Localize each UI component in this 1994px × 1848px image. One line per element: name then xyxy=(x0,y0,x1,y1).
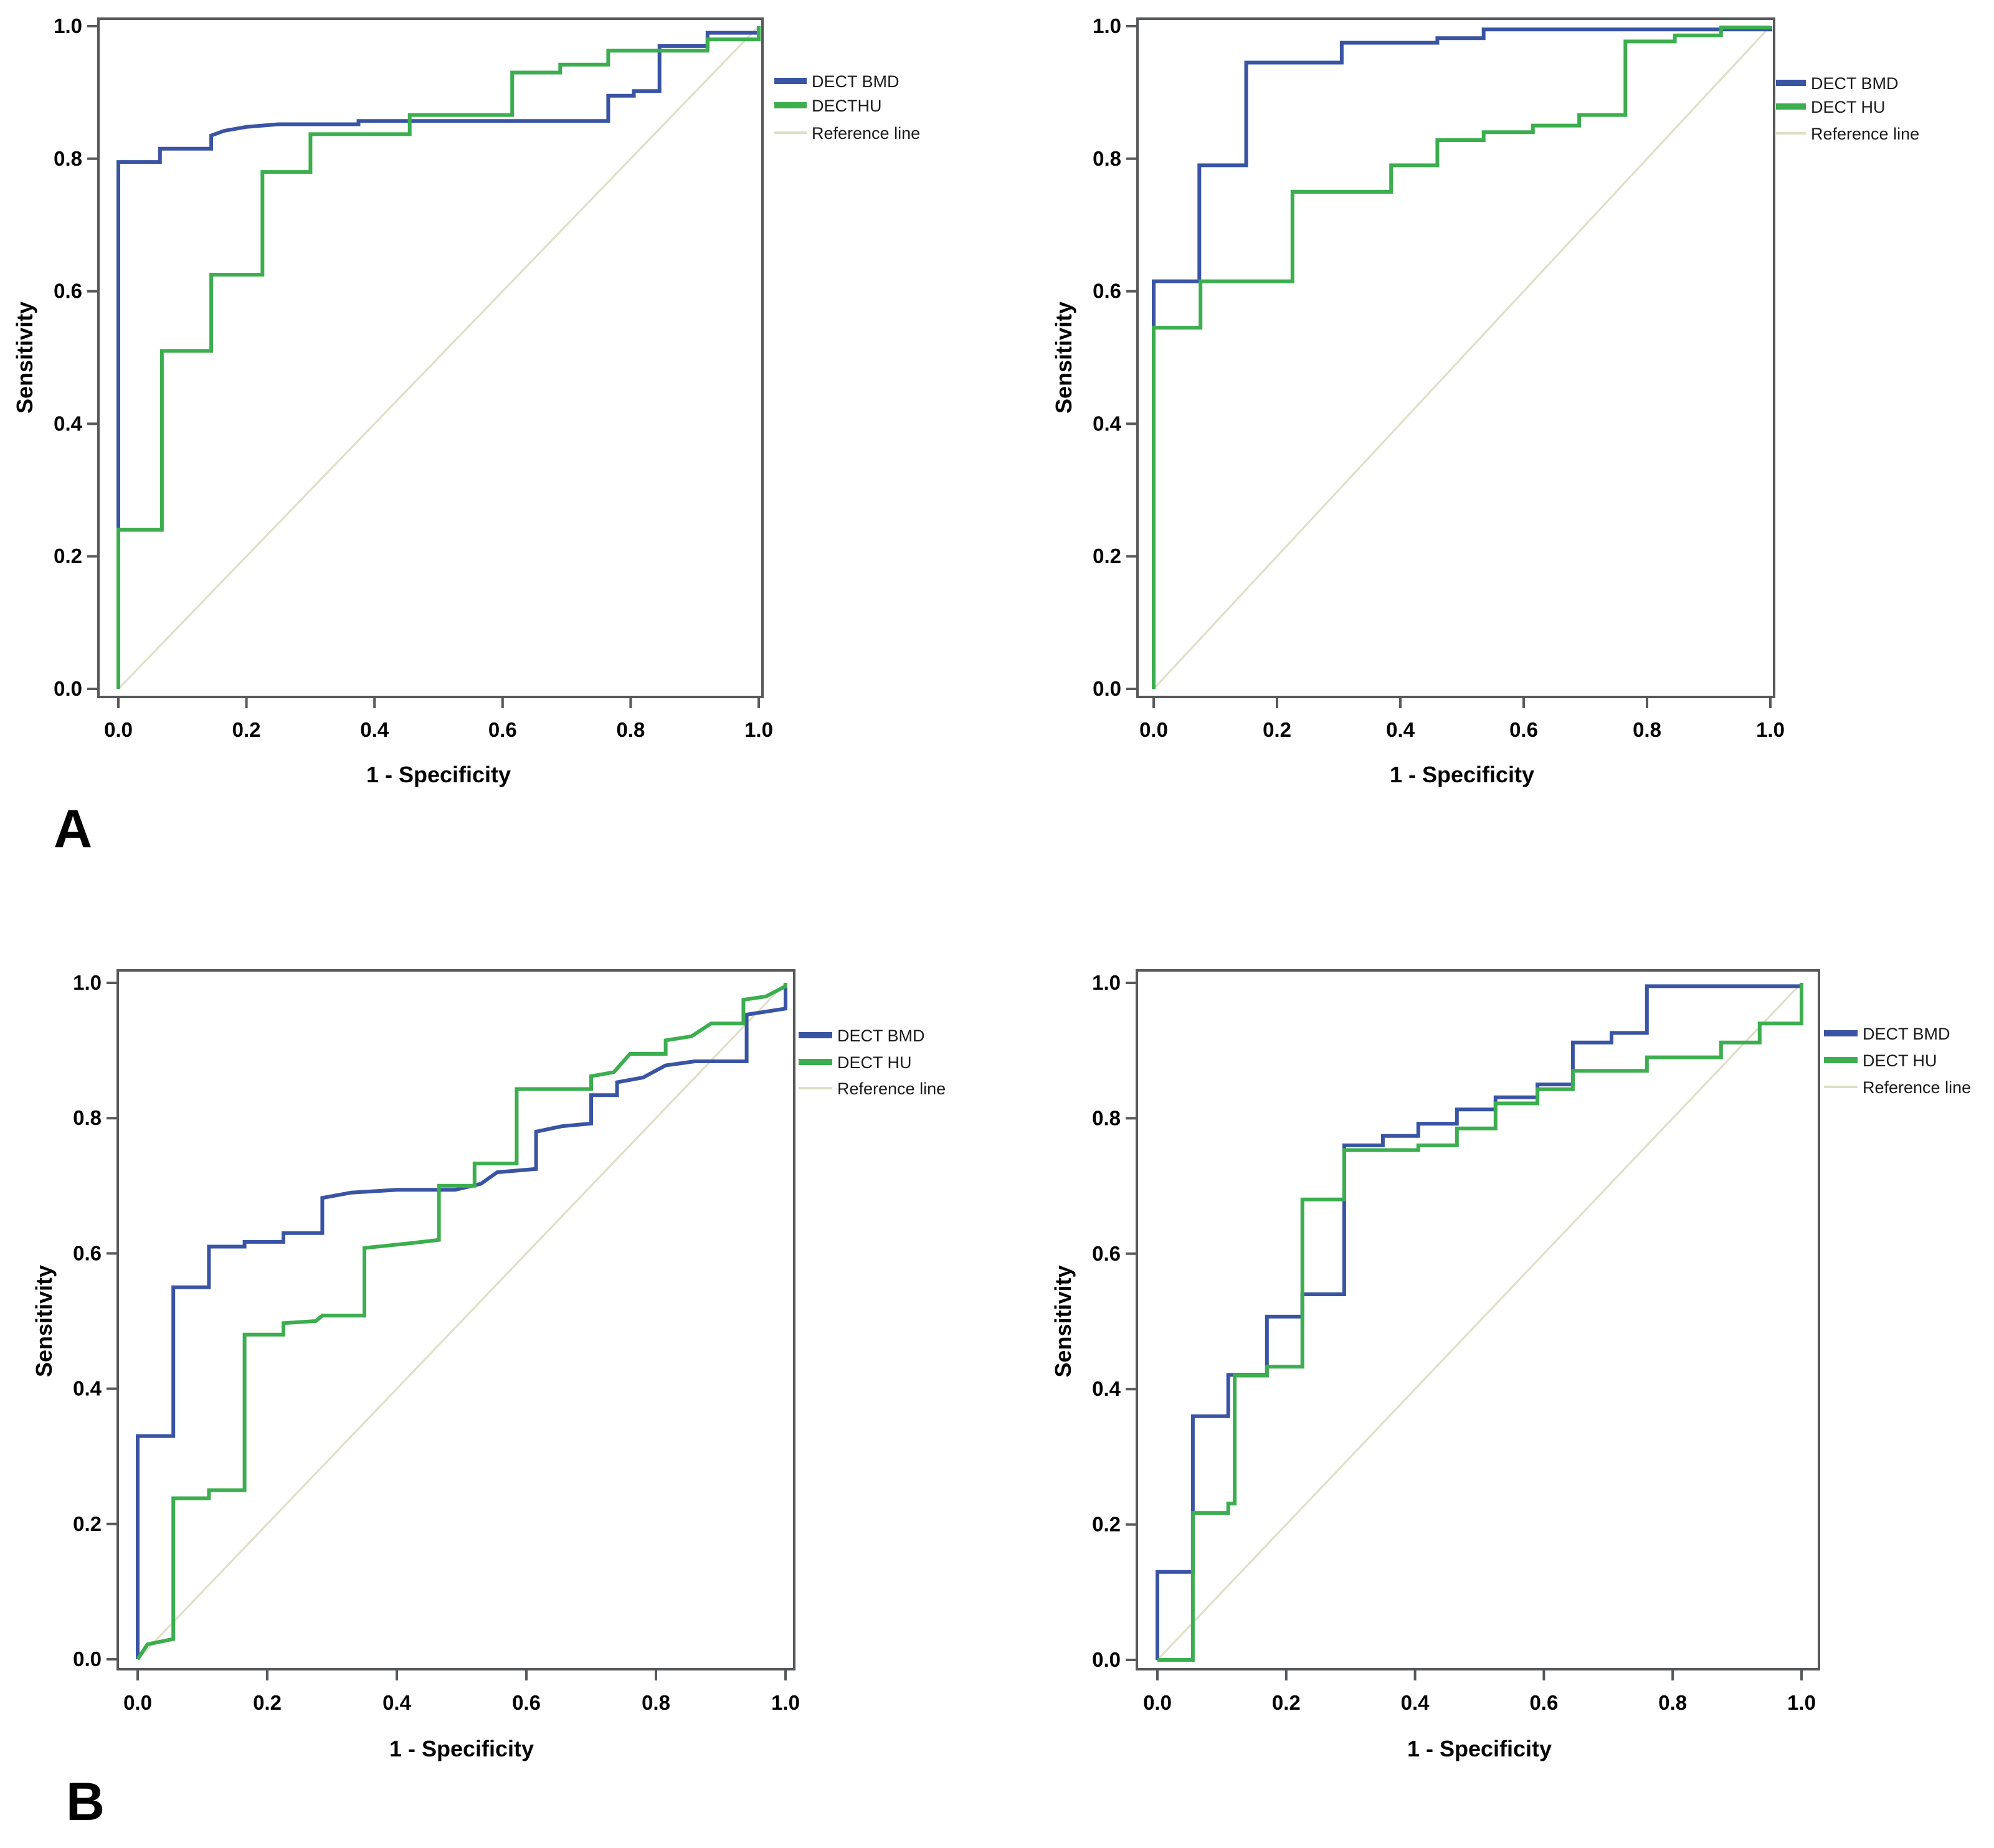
y-tick-label: 0.0 xyxy=(1093,677,1121,700)
reference-line xyxy=(1152,25,1772,690)
legend: DECT BMD DECT HU Reference line xyxy=(799,1026,946,1098)
y-tick-label: 0.8 xyxy=(73,1106,102,1129)
y-axis-title: Sensitivity xyxy=(31,1265,57,1377)
legend-label-reference-line: Reference line xyxy=(1863,1078,1971,1097)
x-tick-label: 0.0 xyxy=(104,718,133,741)
x-axis-title: 1 - Specificity xyxy=(366,762,511,787)
y-tick-label: 0.4 xyxy=(73,1377,102,1400)
series-line-dect-hu xyxy=(136,983,787,1661)
legend: DECT BMD DECTHU Reference line xyxy=(774,72,920,143)
plot-frame xyxy=(1136,969,1820,1670)
plot-frame xyxy=(97,17,764,698)
y-tick-label: 0.2 xyxy=(1092,1513,1121,1536)
x-axis-title: 1 - Specificity xyxy=(1390,762,1534,787)
x-tick-label: 0.6 xyxy=(512,1691,541,1714)
y-tick-label: 1.0 xyxy=(54,14,82,37)
legend-label-decthu: DECTHU xyxy=(812,97,882,115)
legend-label-dect-bmd: DECT BMD xyxy=(1863,1025,1950,1043)
x-tick-label: 0.0 xyxy=(1139,718,1168,741)
series-line-dect-bmd xyxy=(1156,983,1803,1660)
y-tick-label: 0.2 xyxy=(1093,544,1121,567)
y-axis-title: Sensitivity xyxy=(12,301,37,414)
reference-line xyxy=(1156,982,1803,1661)
x-tick-label: 0.4 xyxy=(360,718,389,741)
y-tick-label: 0.4 xyxy=(1093,412,1122,435)
legend-label-dect-hu: DECT HU xyxy=(837,1053,912,1072)
x-tick-label: 0.2 xyxy=(232,718,261,741)
x-tick-label: 0.2 xyxy=(1272,1691,1301,1714)
x-tick-label: 0.8 xyxy=(616,718,645,741)
y-tick-label: 0.6 xyxy=(54,280,82,303)
series-line-dect-hu xyxy=(1152,26,1772,689)
x-tick-label: 0.4 xyxy=(382,1691,412,1714)
y-axis-title: Sensitivity xyxy=(1051,301,1076,414)
reference-line xyxy=(117,25,760,690)
legend-label-reference-line: Reference line xyxy=(1811,125,1919,143)
x-tick-label: 0.6 xyxy=(1509,718,1538,741)
x-axis-title: 1 - Specificity xyxy=(1407,1736,1552,1761)
panel-label-a: A xyxy=(54,799,93,859)
legend-label-dect-bmd: DECT BMD xyxy=(1811,74,1899,93)
series-line-dect-bmd xyxy=(136,983,787,1659)
y-tick-label: 0.4 xyxy=(54,412,83,435)
legend: DECT BMD DECT HU Reference line xyxy=(1824,1025,1971,1097)
roc-chart-b-left: 0.0 0.0 0.2 0.2 0.4 0.4 0.6 0.6 0.8 0.8 1.0 1.0 1 - … xyxy=(31,969,946,1761)
roc-chart-b-right: 0.0 0.0 0.2 0.2 0.4 0.4 0.6 0.6 0.8 0.8 1.0 1.0 1 - … xyxy=(1050,969,1971,1761)
legend-label-dect-bmd: DECT BMD xyxy=(837,1026,925,1045)
y-tick-label: 0.6 xyxy=(1092,1242,1121,1265)
legend: DECT BMD DECT HU Reference line xyxy=(1776,74,1919,143)
series-line-decthu xyxy=(116,26,761,689)
x-tick-label: 0.6 xyxy=(488,718,517,741)
x-tick-label: 0.0 xyxy=(1143,1691,1172,1714)
y-tick-label: 0.8 xyxy=(1093,147,1121,170)
y-tick-label: 0.0 xyxy=(73,1647,102,1670)
roc-chart-a-right: 0.0 0.0 0.2 0.2 0.4 0.4 0.6 0.6 0.8 0.8 1.0 1.0 1 - … xyxy=(1051,14,1919,787)
y-tick-label: 1.0 xyxy=(1092,971,1121,994)
y-tick-label: 0.0 xyxy=(1092,1648,1121,1671)
y-tick-label: 0.8 xyxy=(54,147,82,170)
x-tick-label: 0.0 xyxy=(123,1691,152,1714)
y-tick-label: 0.2 xyxy=(54,544,82,567)
legend-label-dect-hu: DECT HU xyxy=(1863,1051,1937,1070)
x-tick-label: 0.4 xyxy=(1386,718,1415,741)
y-axis-title: Sensitivity xyxy=(1050,1265,1076,1377)
legend-label-dect-hu: DECT HU xyxy=(1811,98,1886,116)
y-tick-label: 1.0 xyxy=(73,971,102,994)
series-line-dect-bmd xyxy=(1152,26,1772,689)
plot-frame xyxy=(1136,17,1775,698)
legend-label-reference-line: Reference line xyxy=(837,1079,946,1098)
plot-frame xyxy=(116,969,795,1670)
series-line-dect-hu xyxy=(1157,983,1803,1662)
y-tick-label: 0.0 xyxy=(54,677,82,700)
x-tick-label: 0.2 xyxy=(1263,718,1291,741)
y-tick-label: 0.8 xyxy=(1092,1106,1121,1129)
y-tick-label: 1.0 xyxy=(1093,14,1121,37)
x-tick-label: 0.6 xyxy=(1529,1691,1558,1714)
x-tick-label: 1.0 xyxy=(744,718,773,741)
y-tick-label: 0.6 xyxy=(1093,280,1121,303)
panel-label-b: B xyxy=(66,1772,105,1832)
legend-label-dect-bmd: DECT BMD xyxy=(812,72,900,91)
y-tick-label: 0.2 xyxy=(73,1512,102,1535)
roc-chart-a-left: 0.0 0.0 0.2 0.2 0.4 0.4 0.6 0.6 0.8 0.8 1.0 1.0 1 - … xyxy=(12,14,920,787)
x-tick-label: 0.8 xyxy=(1658,1691,1687,1714)
x-tick-label: 1.0 xyxy=(771,1691,800,1714)
x-tick-label: 1.0 xyxy=(1787,1691,1816,1714)
x-tick-label: 0.4 xyxy=(1401,1691,1430,1714)
series-line-dect-bmd xyxy=(116,26,761,689)
y-tick-label: 0.4 xyxy=(1092,1377,1121,1400)
x-tick-label: 0.8 xyxy=(1633,718,1661,741)
x-axis-title: 1 - Specificity xyxy=(389,1736,534,1761)
y-tick-label: 0.6 xyxy=(73,1241,102,1264)
x-tick-label: 0.8 xyxy=(642,1691,670,1714)
x-tick-label: 0.2 xyxy=(253,1691,282,1714)
reference-line xyxy=(136,982,787,1661)
x-tick-label: 1.0 xyxy=(1756,718,1785,741)
legend-label-reference-line: Reference line xyxy=(812,124,920,143)
